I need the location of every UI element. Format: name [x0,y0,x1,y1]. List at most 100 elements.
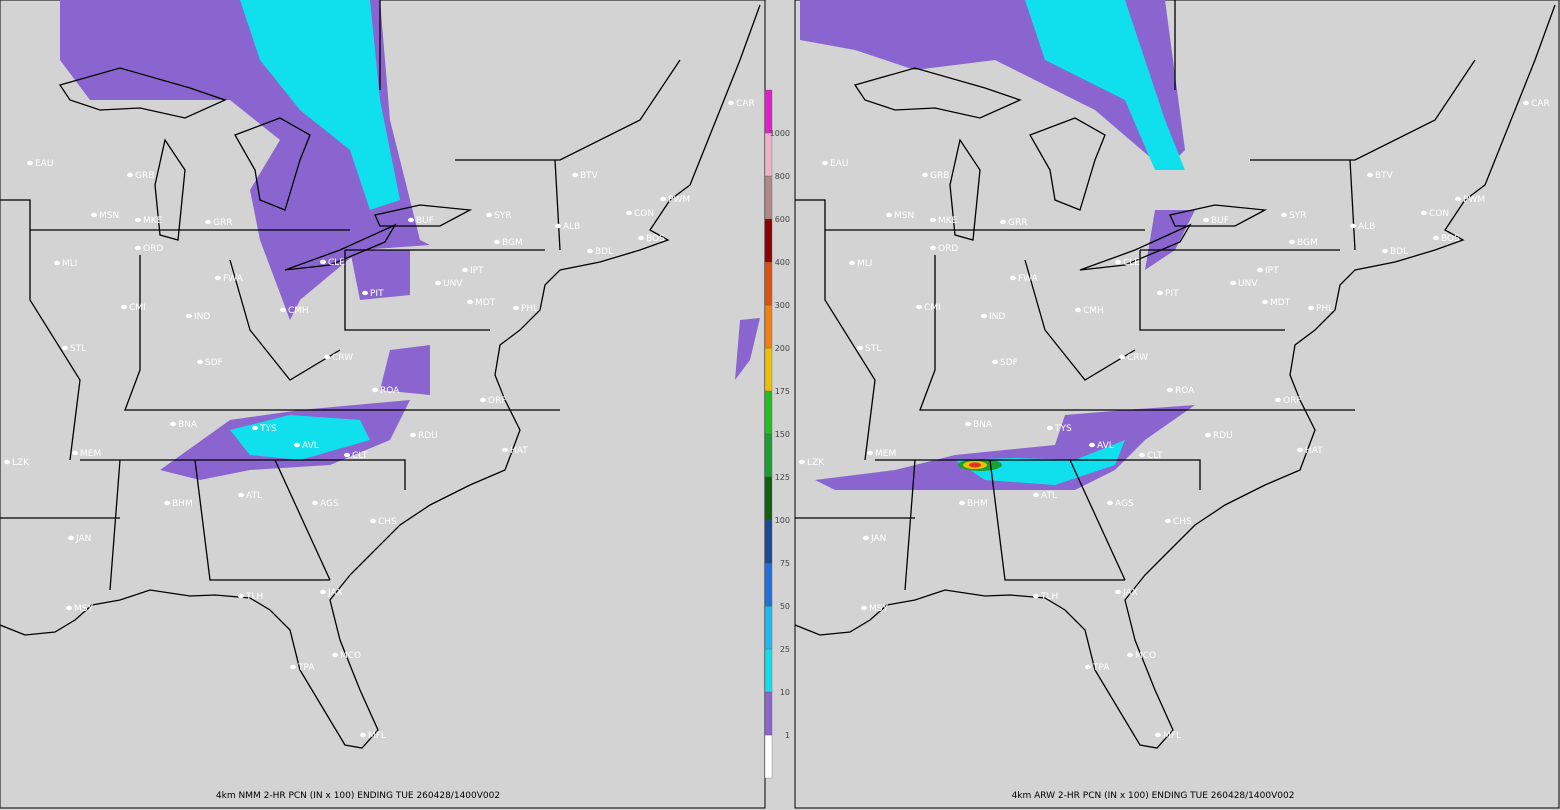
stations: CAR EAU GRB MSN MKE GRR ORD MLI FWA CMI IND CLE PIT C… [4,99,755,741]
station-dot [863,535,869,541]
station-dot [660,196,666,202]
station-dot [121,304,127,310]
station-dot [186,313,192,319]
station-label: IND [989,312,1005,322]
station-dot [513,305,519,311]
station-label: JAX [1122,588,1138,598]
station-label: MSN [894,211,914,221]
station-label: CMH [288,306,309,316]
station-label: CON [1429,209,1449,219]
station-dot [502,447,508,453]
station-dot [1047,425,1053,431]
station-dot [1155,732,1161,738]
station-label: BOS [1441,234,1460,244]
station-dot [66,605,72,611]
station-dot [1085,664,1091,670]
station-dot [626,210,632,216]
colorbar-label: 1 [785,731,790,740]
station-label: ORD [938,244,958,254]
station-label: BGM [1297,238,1318,248]
station-label: EAU [830,159,848,169]
station-dot [1033,492,1039,498]
station-dot [462,267,468,273]
station-label: MSN [99,211,119,221]
station-label: MDT [1270,298,1291,308]
station-dot [587,248,593,254]
station-label: BTV [1375,171,1394,181]
station-dot [486,212,492,218]
station-label: MKE [143,216,163,226]
station-dot [135,217,141,223]
station-label: AGS [1115,499,1134,509]
station-dot [362,290,368,296]
station-dot [370,518,376,524]
station-label: CRW [1127,353,1148,363]
station-dot [1107,500,1113,506]
colorbar-label: 800 [775,172,790,181]
station-dot [857,345,863,351]
colorbar-label: 100 [775,516,790,525]
station-label: IPT [470,266,484,276]
station-dot [638,235,644,241]
station-dot [372,387,378,393]
station-dot [959,500,965,506]
colorbar-segment [764,605,773,650]
colorbar-segment [764,691,773,736]
station-label: MSY [74,604,93,614]
colorbar-label: 150 [775,430,790,439]
station-label: JAN [75,534,91,544]
colorbar-label: 75 [780,559,790,568]
station-dot [1350,223,1356,229]
station-dot [1000,219,1006,225]
station-dot [320,259,326,265]
station-label: GRB [135,171,154,181]
station-dot [27,160,33,166]
station-dot [467,299,473,305]
station-label: STL [865,344,881,354]
station-label: RDU [1213,431,1233,441]
station-label: MEM [875,449,896,459]
caption: 4km NMM 2-HR PCN (IN x 100) ENDING TUE 2… [216,791,500,801]
colorbar-segment [764,89,773,134]
station-label: TYS [259,424,277,434]
left-panel: 4km NMM 2-HR PCN (IN x 100) ENDING TUE 2… [0,0,766,809]
station-label: SDF [1000,358,1018,368]
station-label: CON [634,209,654,219]
station-label: ATL [1041,491,1057,501]
station-dot [555,223,561,229]
station-label: BTV [580,171,599,181]
station-label: CMI [924,303,941,313]
station-label: SYR [1289,211,1306,221]
station-label: TLH [245,592,263,602]
station-dot [930,245,936,251]
station-label: ORF [488,396,507,406]
station-dot [822,160,828,166]
station-dot [799,459,805,465]
station-label: CLE [1123,258,1140,268]
colorbar-segment [764,734,773,779]
station-dot [215,275,221,281]
station-label: GRR [213,218,232,228]
station-dot [280,307,286,313]
station-label: CAR [1531,99,1550,109]
stations: CAR EAU GRB MSN MKE GRR ORD MLI FWA CMI IND CLE PIT C… [799,99,1550,741]
colorbar-label: 600 [775,215,790,224]
station-label: CLT [1147,451,1163,461]
station-label: CMI [129,303,146,313]
station-label: FWA [223,274,244,284]
station-label: PHL [521,304,538,314]
station-label: CHS [1173,517,1192,527]
colorbar-segment [764,562,773,607]
station-label: MSY [869,604,888,614]
station-label: PHL [1316,304,1333,314]
station-label: ORF [1283,396,1302,406]
station-label: MLI [857,259,872,269]
station-dot [1281,212,1287,218]
colorbar-label: 10 [780,688,790,697]
station-label: MFL [368,731,386,741]
station-dot [1033,593,1039,599]
station-label: CRW [332,353,353,363]
station-label: TPA [297,663,315,673]
station-dot [1308,305,1314,311]
